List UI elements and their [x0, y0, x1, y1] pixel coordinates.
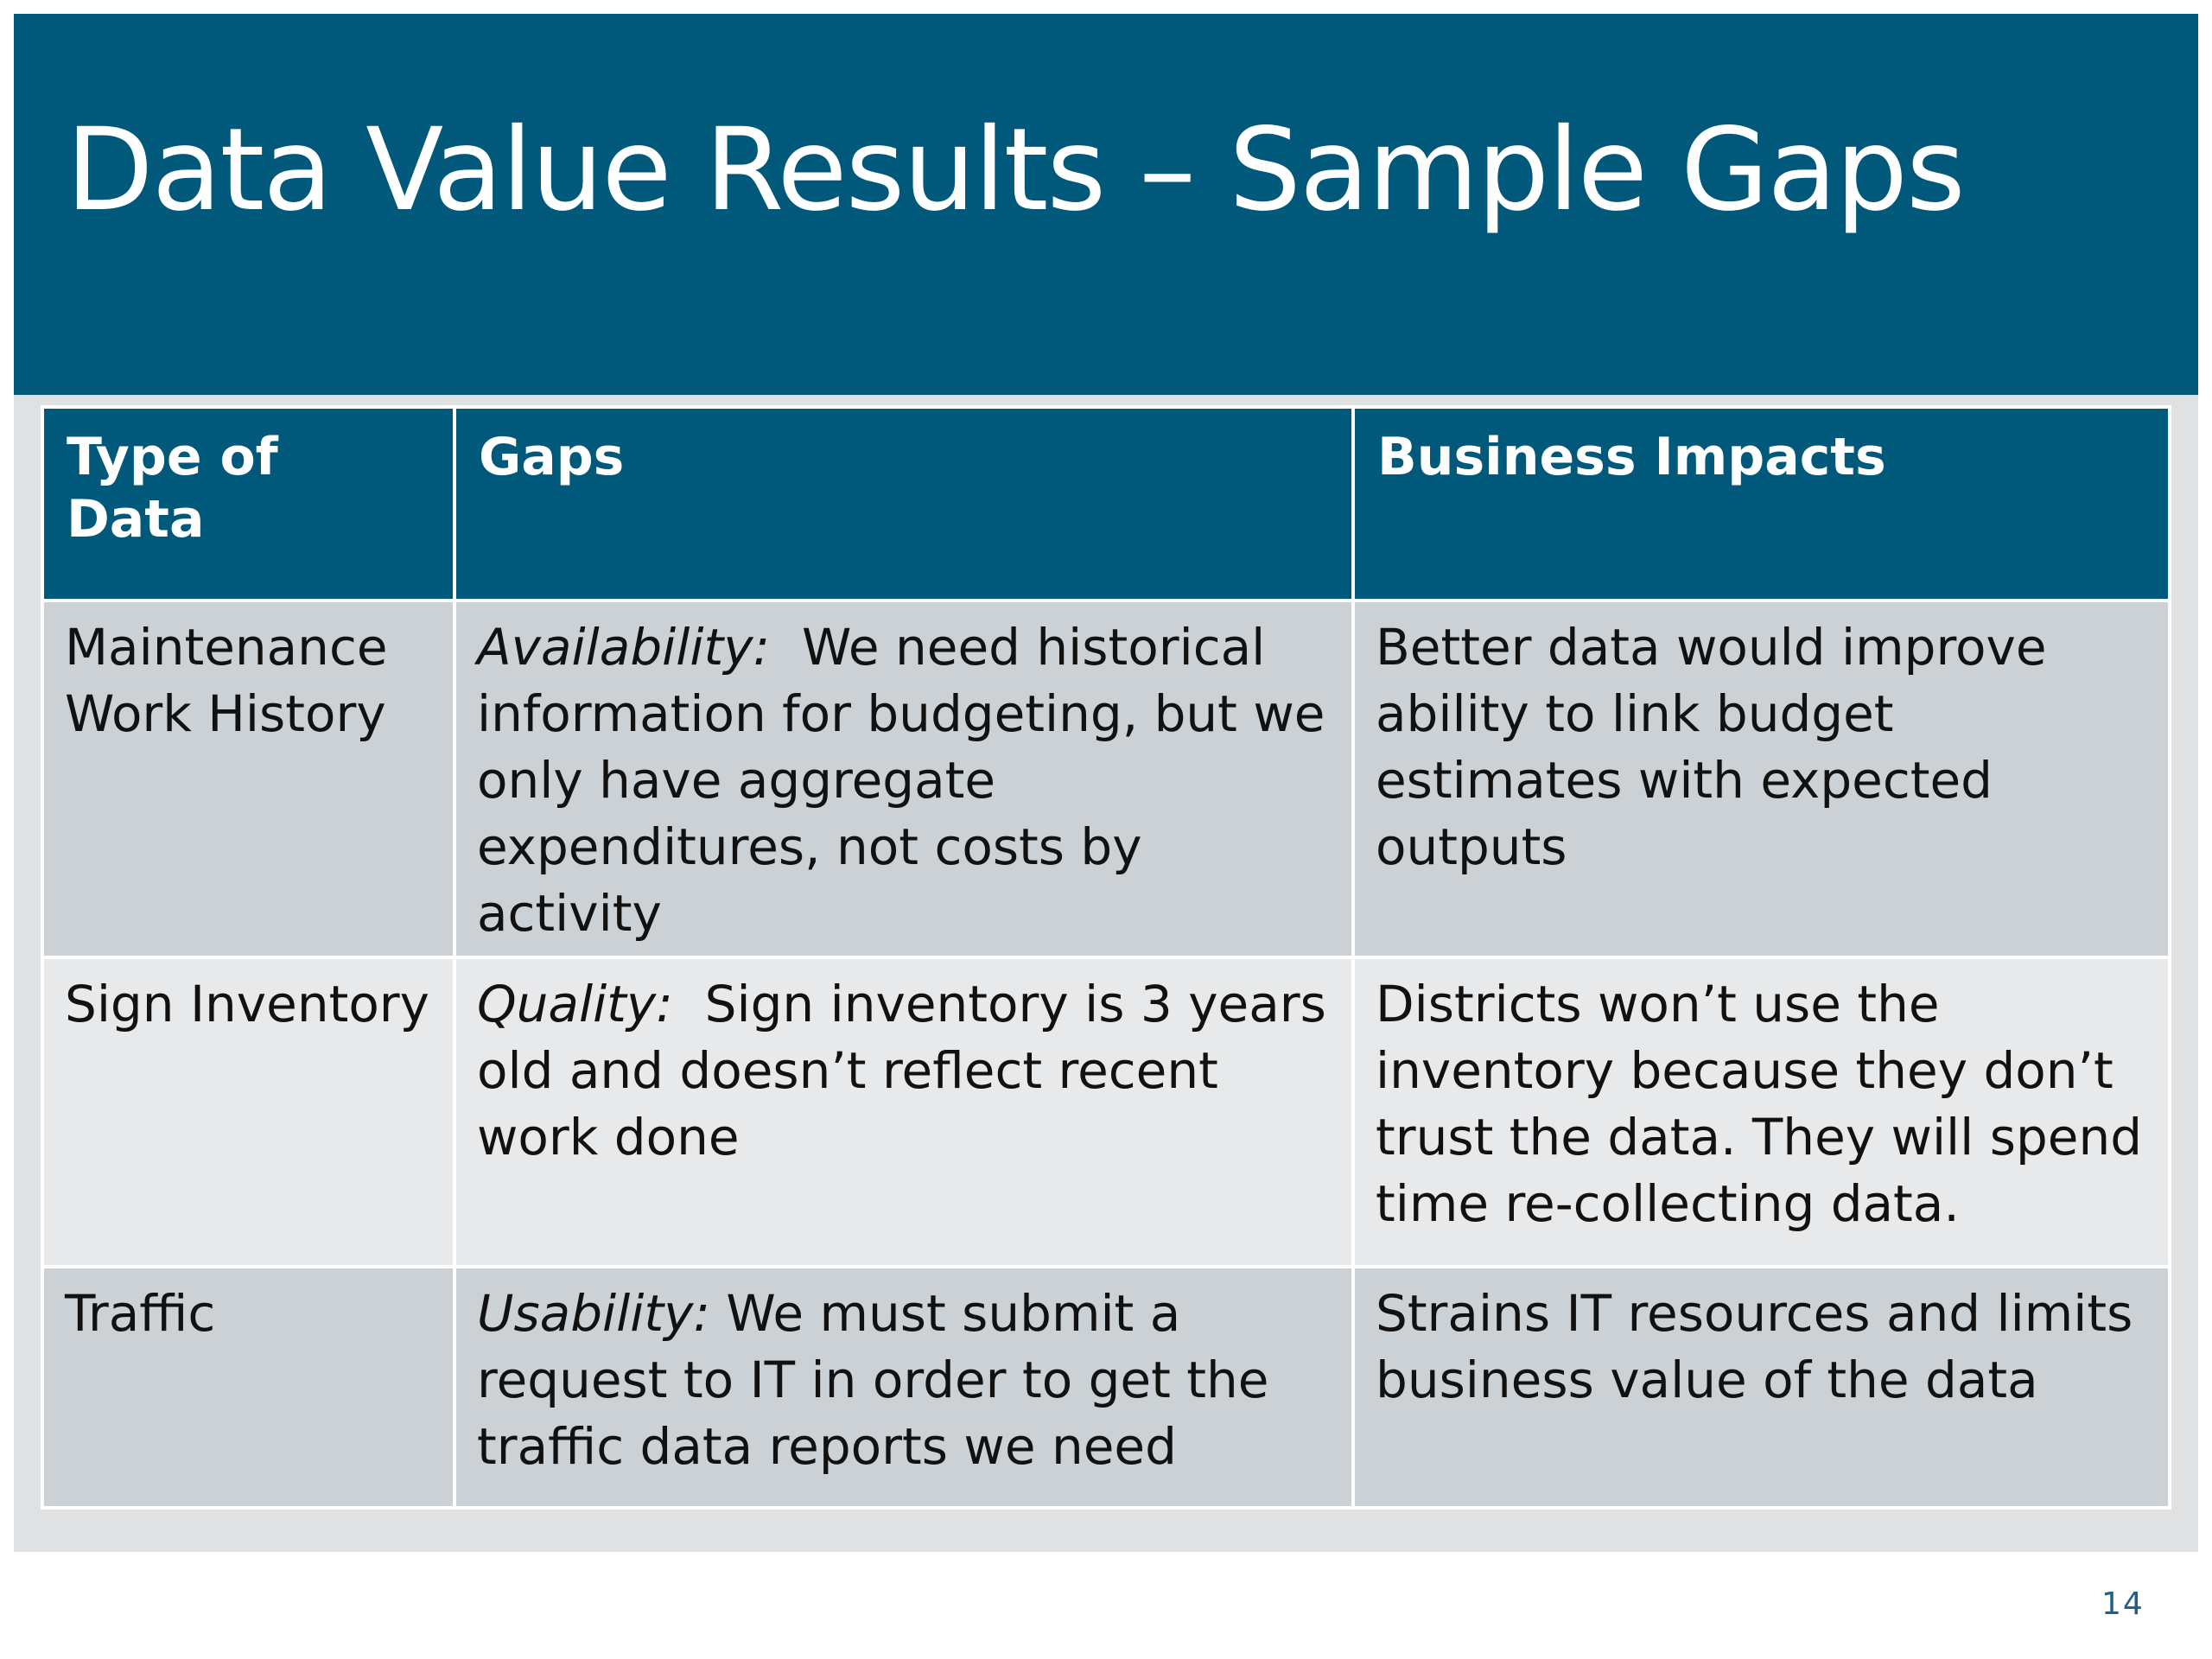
- gap-cell: Availability: We need historical informa…: [456, 602, 1351, 956]
- type-cell: Maintenance Work History: [44, 602, 453, 956]
- type-cell: Traffic: [44, 1268, 453, 1506]
- impact-cell: Districts won’t use the inventory becaus…: [1355, 959, 2168, 1265]
- gap-description: We must submit a request to IT in order …: [477, 1284, 1269, 1476]
- type-label: Maintenance Work History: [65, 618, 388, 743]
- table-row: Sign Inventory Quality: Sign inventory i…: [44, 959, 2168, 1265]
- gaps-table: Type of Data Gaps Business Impacts Maint…: [41, 405, 2171, 1510]
- impact-text: Strains IT resources and limits business…: [1376, 1284, 2133, 1409]
- impact-cell: Better data would improve ability to lin…: [1355, 602, 2168, 956]
- header-gaps: Gaps: [456, 409, 1351, 599]
- gap-cell: Quality: Sign inventory is 3 years old a…: [456, 959, 1351, 1265]
- impact-text: Districts won’t use the inventory becaus…: [1376, 975, 2143, 1233]
- type-label: Traffic: [65, 1284, 216, 1343]
- type-label: Sign Inventory: [65, 975, 429, 1033]
- gap-dimension-label: Availability:: [477, 618, 771, 677]
- page-number: 14: [2101, 1586, 2145, 1622]
- slide-title: Data Value Results – Sample Gaps: [66, 104, 1966, 237]
- gap-cell: Usability: We must submit a request to I…: [456, 1268, 1351, 1506]
- table-row: Maintenance Work History Availability: W…: [44, 602, 2168, 956]
- table-header-row: Type of Data Gaps Business Impacts: [44, 409, 2168, 599]
- title-banner: [14, 14, 2198, 395]
- type-cell: Sign Inventory: [44, 959, 453, 1265]
- gap-dimension-label: Usability:: [477, 1284, 710, 1343]
- header-business-impacts: Business Impacts: [1355, 409, 2168, 599]
- gap-dimension-label: Quality:: [477, 975, 673, 1033]
- impact-text: Better data would improve ability to lin…: [1376, 618, 2047, 876]
- impact-cell: Strains IT resources and limits business…: [1355, 1268, 2168, 1506]
- header-type-of-data: Type of Data: [44, 409, 453, 599]
- gap-description: We need historical information for budge…: [477, 618, 1325, 943]
- table-row: Traffic Usability: We must submit a requ…: [44, 1268, 2168, 1506]
- gap-description: Sign inventory is 3 years old and doesn’…: [477, 975, 1326, 1166]
